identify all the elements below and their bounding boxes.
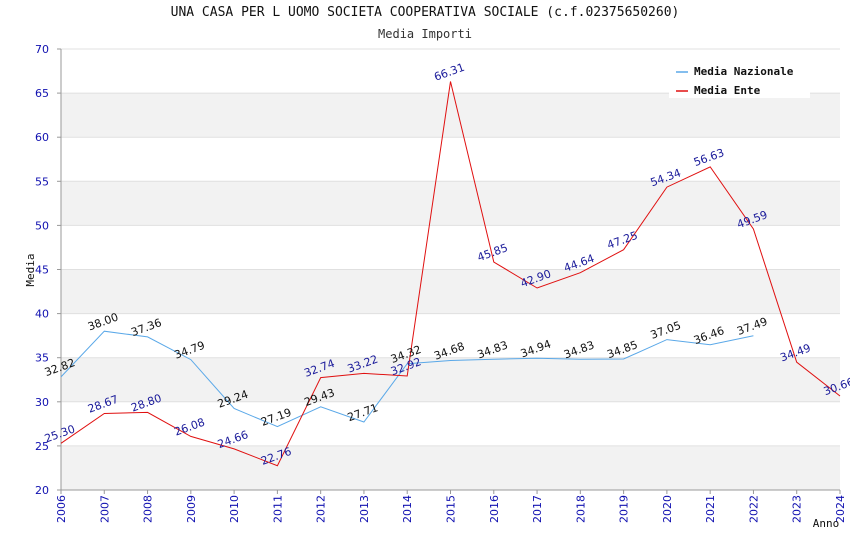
x-tick-label: 2024 — [834, 495, 847, 523]
x-tick-label: 2018 — [574, 495, 587, 523]
y-tick-label: 65 — [35, 87, 49, 100]
y-tick-label: 35 — [35, 352, 49, 365]
x-tick-label: 2022 — [747, 495, 760, 523]
x-tick-label: 2016 — [488, 495, 501, 523]
x-tick-label: 2009 — [185, 495, 198, 523]
y-tick-label: 20 — [35, 484, 49, 497]
chart-title: UNA CASA PER L UOMO SOCIETA COOPERATIVA … — [170, 5, 680, 20]
grid-band — [61, 357, 840, 402]
x-tick-label: 2014 — [401, 495, 414, 523]
y-tick-label: 30 — [35, 396, 49, 409]
series-line-media-nazionale — [60, 330, 754, 428]
y-tick-label: 55 — [35, 175, 49, 188]
x-tick-label: 2008 — [142, 495, 155, 523]
grid-band — [61, 93, 840, 138]
x-tick-label: 2020 — [661, 495, 674, 523]
legend-label-media-nazionale: Media Nazionale — [694, 65, 794, 78]
x-tick-label: 2013 — [358, 495, 371, 523]
y-tick-label: 40 — [35, 308, 49, 321]
y-tick-label: 60 — [35, 131, 49, 144]
y-tick-label: 45 — [35, 264, 49, 277]
y-tick-label: 50 — [35, 219, 49, 232]
x-axis-label: Anno — [813, 517, 840, 530]
grid-band — [61, 225, 840, 270]
legend-box — [669, 60, 810, 98]
grid-band — [61, 401, 840, 446]
y-tick-label: 25 — [35, 440, 49, 453]
x-tick-label: 2021 — [704, 495, 717, 523]
y-tick-label: 70 — [35, 43, 49, 56]
grid-band — [61, 269, 840, 314]
y-axis-label: Media — [24, 253, 37, 286]
x-tick-label: 2010 — [228, 495, 241, 523]
legend: Media Nazionale Media Ente — [669, 60, 810, 98]
series-line-media-ente — [60, 81, 841, 467]
grid-band — [61, 445, 840, 490]
x-tick-label: 2006 — [55, 495, 68, 523]
grid-band — [61, 181, 840, 226]
legend-label-media-ente: Media Ente — [694, 84, 761, 97]
grid-band — [61, 137, 840, 182]
x-tick-label: 2007 — [98, 495, 111, 523]
x-tick-label: 2023 — [791, 495, 804, 523]
x-tick-label: 2012 — [315, 495, 328, 523]
x-tick-label: 2017 — [531, 495, 544, 523]
x-tick-label: 2011 — [271, 495, 284, 523]
grid-band — [61, 313, 840, 358]
x-tick-label: 2015 — [445, 495, 458, 523]
x-tick-label: 2019 — [618, 495, 631, 523]
chart-subtitle: Media Importi — [378, 27, 472, 41]
